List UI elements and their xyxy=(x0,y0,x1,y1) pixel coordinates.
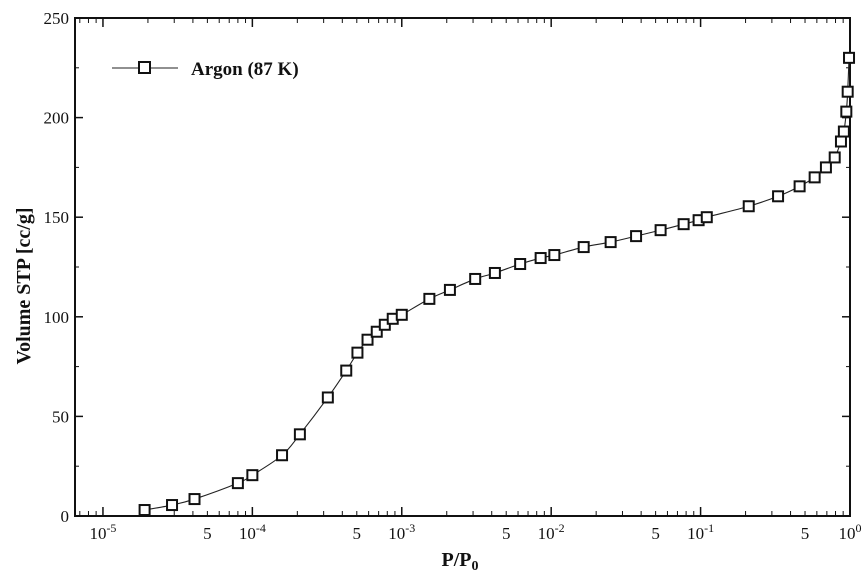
data-point xyxy=(834,135,847,148)
x-tick-label-five: 5 xyxy=(203,524,212,543)
x-tick-label: 10-5 xyxy=(89,521,116,543)
data-point xyxy=(793,180,806,193)
x-tick-label-five: 5 xyxy=(502,524,511,543)
data-point xyxy=(837,125,850,138)
data-point xyxy=(843,51,856,64)
data-point xyxy=(604,236,617,249)
y-tick-label: 50 xyxy=(52,407,69,426)
data-point xyxy=(630,230,643,243)
plot-frame xyxy=(74,17,851,517)
data-point xyxy=(370,325,383,338)
data-point xyxy=(423,292,436,305)
x-axis-title: P/P0 xyxy=(442,549,479,571)
legend-label: Argon (87 K) xyxy=(191,59,299,80)
y-tick-label: 100 xyxy=(44,308,70,327)
x-tick-label-five: 5 xyxy=(353,524,362,543)
x-tick-label: 10-4 xyxy=(239,521,266,543)
data-point xyxy=(340,364,353,377)
data-point xyxy=(231,477,244,490)
data-point xyxy=(840,105,853,118)
x-tick-label: 10-1 xyxy=(687,521,714,543)
x-tick-label: 10-2 xyxy=(538,521,565,543)
data-point xyxy=(293,428,306,441)
series-line xyxy=(144,57,850,511)
data-point xyxy=(166,499,179,512)
data-point xyxy=(514,258,527,271)
y-tick-label: 150 xyxy=(44,208,70,227)
data-point xyxy=(246,469,259,482)
data-point xyxy=(772,190,785,203)
data-point xyxy=(321,391,334,404)
legend: Argon (87 K) xyxy=(112,59,299,80)
y-tick-label: 250 xyxy=(44,9,70,28)
data-point xyxy=(469,272,482,285)
data-point xyxy=(700,211,713,224)
x-tick-label: 10-3 xyxy=(388,521,415,543)
x-tick-label: 100 xyxy=(839,521,862,543)
series-argon xyxy=(138,51,856,517)
y-tick-label: 0 xyxy=(61,507,70,526)
data-point xyxy=(443,283,456,296)
plot-border xyxy=(74,17,851,517)
data-point xyxy=(276,449,289,462)
x-tick-label-five: 5 xyxy=(651,524,660,543)
data-point xyxy=(534,252,547,265)
y-axis-title: Volume STP [cc/g] xyxy=(13,207,35,364)
data-point xyxy=(742,200,755,213)
data-point xyxy=(188,493,201,506)
y-tick-label: 200 xyxy=(44,109,70,128)
axis-ticks xyxy=(75,17,850,517)
x-tick-label-five: 5 xyxy=(801,524,810,543)
data-point xyxy=(488,266,501,279)
data-point xyxy=(654,224,667,237)
data-point xyxy=(361,333,374,346)
data-point xyxy=(808,171,821,184)
data-point xyxy=(351,346,364,359)
data-point xyxy=(677,218,690,231)
legend-marker-icon xyxy=(138,61,151,74)
data-point xyxy=(819,161,832,174)
data-point xyxy=(548,249,561,262)
data-point xyxy=(577,241,590,254)
data-point xyxy=(841,85,854,98)
tick-labels: 0 50 100 150 200 250 10-5 10-4 10-3 10-2 10-1 100 5 5… xyxy=(44,9,862,543)
data-point xyxy=(138,504,151,517)
data-point xyxy=(395,308,408,321)
data-point xyxy=(828,151,841,164)
